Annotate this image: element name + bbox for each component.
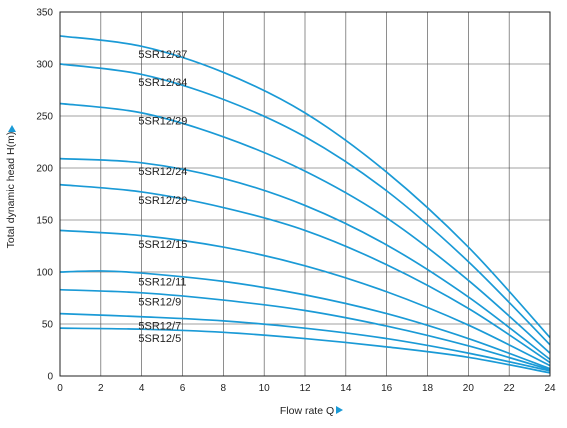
x-tick-label: 18	[422, 383, 434, 394]
x-tick-label: 8	[221, 383, 227, 394]
series-line	[59, 229, 551, 367]
series-line	[59, 183, 551, 364]
y-axis-title-group: Total dynamic head H(m)	[5, 132, 17, 249]
series-line	[59, 312, 551, 372]
x-tick-label: 0	[57, 383, 63, 394]
x-tick-label: 10	[259, 383, 271, 394]
y-tick-label: 0	[47, 372, 53, 383]
y-tick-label: 200	[36, 164, 53, 175]
series-label: 5SR12/24	[138, 166, 187, 178]
y-tick-label: 150	[36, 216, 53, 227]
x-tick-label: 16	[381, 383, 393, 394]
series-line	[59, 102, 551, 354]
x-tick-label: 20	[463, 383, 475, 394]
series-label: 5SR12/5	[138, 333, 181, 345]
series-label: 5SR12/29	[138, 115, 187, 127]
x-tick-label: 4	[139, 383, 145, 394]
x-tick-label: 22	[504, 383, 516, 394]
x-tick-label: 24	[544, 383, 556, 394]
series-label: 5SR12/9	[138, 296, 181, 308]
y-axis-title: Total dynamic head H(m)	[5, 132, 17, 249]
series-label: 5SR12/7	[138, 320, 181, 332]
y-tick-label: 50	[42, 320, 54, 331]
x-axis-title: Flow rate Q	[280, 405, 334, 417]
y-tick-label: 300	[36, 60, 53, 71]
curves	[59, 35, 551, 374]
y-axis-arrow-icon	[8, 125, 16, 132]
y-tick-labels: 0 50 100 150 200 250 300 350	[36, 8, 53, 383]
series-label: 5SR12/37	[138, 49, 187, 61]
series-line	[59, 157, 551, 361]
series-label: 5SR12/11	[138, 276, 186, 288]
series-line	[59, 270, 551, 370]
series-labels: 5SR12/37 5SR12/34 5SR12/29 5SR12/24 5SR12/20…	[138, 49, 187, 345]
x-tick-labels: 0 2 4 6 8 10 12 14 16 18 20 22 24	[57, 383, 556, 394]
series-line	[59, 327, 551, 374]
x-tick-label: 12	[299, 383, 311, 394]
x-tick-label: 14	[340, 383, 352, 394]
grid	[59, 11, 551, 377]
series-line	[59, 63, 551, 346]
series-line	[59, 288, 551, 371]
series-label: 5SR12/34	[138, 77, 187, 89]
y-tick-label: 100	[36, 268, 53, 279]
y-tick-label: 350	[36, 8, 53, 19]
x-tick-label: 2	[98, 383, 104, 394]
plot-frame	[59, 11, 551, 377]
series-label: 5SR12/15	[138, 239, 187, 251]
series-line	[59, 35, 551, 339]
y-tick-label: 250	[36, 112, 53, 123]
series-label: 5SR12/20	[138, 195, 187, 207]
x-axis-arrow-icon	[336, 406, 343, 414]
x-tick-label: 6	[180, 383, 186, 394]
